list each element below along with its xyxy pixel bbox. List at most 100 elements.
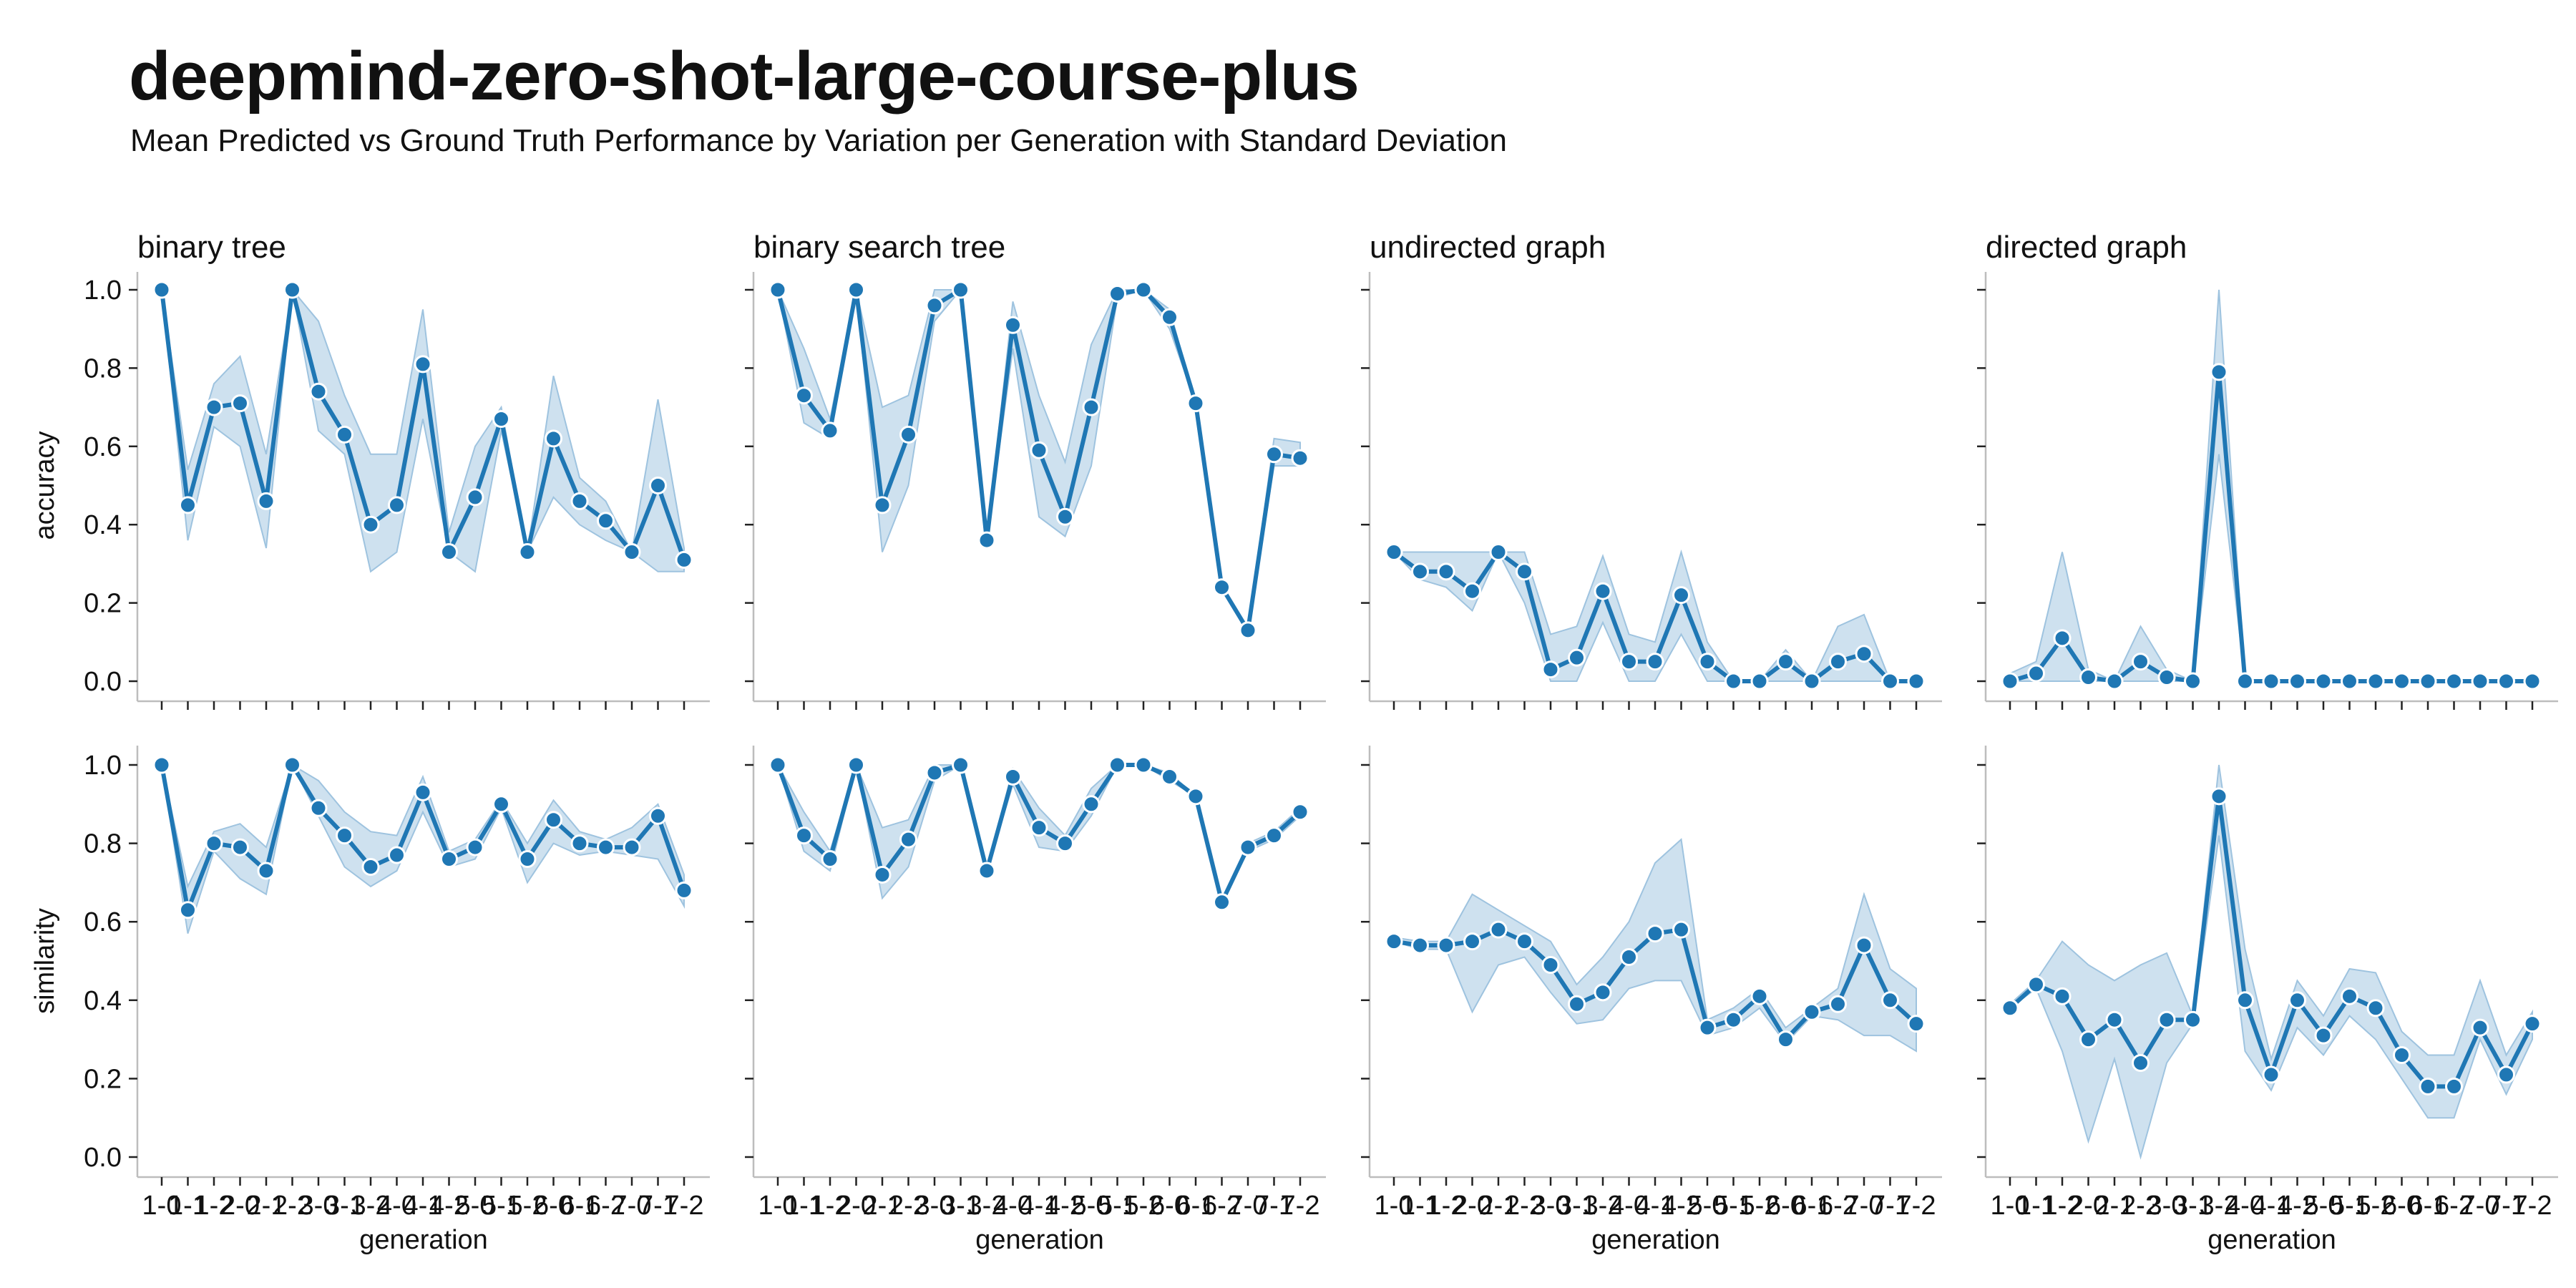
data-point <box>2288 991 2306 1010</box>
x-tick-label: 1-2 <box>195 1191 234 1221</box>
data-point <box>1213 578 1231 597</box>
y-axis-label: accuracy <box>30 431 60 540</box>
x-tick-label: 5-2 <box>508 1191 547 1221</box>
y-axis-label: similarity <box>30 908 60 1014</box>
data-point <box>1672 920 1690 939</box>
x-tick-label: 3-1 <box>325 1191 364 1221</box>
x-tick-label: 2-1 <box>1479 1191 1518 1221</box>
x-tick-label: 3-1 <box>2173 1191 2212 1221</box>
x-axis-label: generation <box>359 1225 488 1255</box>
data-point <box>1186 394 1205 413</box>
x-tick-label: 3-0 <box>1531 1191 1571 1221</box>
data-point <box>873 865 892 884</box>
x-tick-label: 4-1 <box>1636 1191 1675 1221</box>
data-point <box>2393 1046 2411 1065</box>
data-point <box>1056 507 1074 526</box>
x-tick-label: 4-2 <box>2278 1191 2317 1221</box>
x-tick-label: 5-1 <box>2330 1191 2369 1221</box>
x-tick-label: 5-2 <box>1740 1191 1780 1221</box>
x-tick-label: 6-2 <box>1818 1191 1858 1221</box>
x-tick-label: 6-0 <box>1150 1191 1189 1221</box>
data-point <box>649 806 667 825</box>
x-tick-label: 5-0 <box>1688 1191 1727 1221</box>
x-tick-label: 7-0 <box>2461 1191 2500 1221</box>
data-point <box>2341 672 2358 691</box>
y-tick-label: 0.4 <box>84 510 122 540</box>
data-point <box>2497 1065 2515 1084</box>
data-point <box>545 811 562 829</box>
data-point <box>1108 756 1126 774</box>
y-tick-label: 0.6 <box>84 432 122 462</box>
data-point <box>231 394 249 413</box>
data-point <box>1672 586 1690 605</box>
x-tick-label: 1-1 <box>784 1191 824 1221</box>
data-point <box>205 834 223 853</box>
data-point <box>2262 672 2280 691</box>
data-point <box>899 830 917 849</box>
x-tick-label: 3-1 <box>941 1191 980 1221</box>
data-point <box>1750 987 1769 1005</box>
data-point <box>414 355 432 374</box>
data-point <box>466 838 484 857</box>
data-point <box>1907 672 1926 691</box>
data-point <box>1855 936 1873 955</box>
data-point <box>2132 1053 2150 1072</box>
data-point <box>2184 1010 2202 1029</box>
x-tick-label: 1-2 <box>811 1191 850 1221</box>
data-point <box>1082 795 1101 814</box>
data-point <box>1134 280 1153 299</box>
data-point <box>2157 1010 2176 1029</box>
x-tick-label: 6-1 <box>2409 1191 2448 1221</box>
data-point <box>2027 664 2045 683</box>
data-point <box>795 826 813 845</box>
x-axis-label: generation <box>2207 1225 2336 1255</box>
data-point <box>1411 562 1429 581</box>
data-point <box>2001 672 2019 691</box>
data-point <box>152 280 171 299</box>
data-point <box>977 531 996 550</box>
x-tick-label: 1-2 <box>2043 1191 2082 1221</box>
x-tick-label: 7-2 <box>2513 1191 2552 1221</box>
figure-subtitle: Mean Predicted vs Ground Truth Performan… <box>130 123 1507 158</box>
data-point <box>2366 999 2385 1018</box>
x-tick-label: 1-1 <box>1400 1191 1440 1221</box>
x-tick-label: 7-0 <box>1229 1191 1268 1221</box>
data-point <box>309 799 328 817</box>
x-tick-label: 1-2 <box>1427 1191 1466 1221</box>
data-point <box>2523 1015 2542 1033</box>
data-point <box>1004 767 1022 786</box>
x-tick-label: 4-0 <box>1609 1191 1649 1221</box>
data-point <box>2471 1018 2489 1037</box>
data-point <box>1802 1002 1821 1021</box>
x-tick-label: 1-0 <box>1991 1191 2030 1221</box>
y-tick-label: 0.2 <box>84 1064 122 1094</box>
x-tick-label: 2-1 <box>247 1191 286 1221</box>
x-tick-label: 7-1 <box>2487 1191 2526 1221</box>
x-tick-label: 6-2 <box>586 1191 625 1221</box>
data-point <box>2001 999 2019 1018</box>
x-tick-label: 3-2 <box>1584 1191 1623 1221</box>
data-point <box>2236 672 2254 691</box>
data-point <box>1239 621 1257 640</box>
data-point <box>388 846 406 864</box>
data-point <box>1265 826 1283 845</box>
x-tick-label: 5-0 <box>2304 1191 2343 1221</box>
x-tick-label: 2-2 <box>2121 1191 2160 1221</box>
data-point <box>1463 932 1481 951</box>
data-point <box>1802 672 1821 691</box>
data-point <box>821 421 839 440</box>
data-point <box>2523 672 2542 691</box>
data-point <box>414 783 432 801</box>
data-point <box>1030 819 1048 837</box>
x-tick-label: 2-2 <box>273 1191 312 1221</box>
data-point <box>2105 1010 2124 1029</box>
data-point <box>179 901 197 919</box>
x-tick-label: 5-0 <box>1072 1191 1111 1221</box>
data-point <box>1213 893 1231 912</box>
data-point <box>1541 955 1560 974</box>
x-tick-label: 3-2 <box>2200 1191 2239 1221</box>
data-point <box>2366 672 2385 691</box>
data-point <box>847 756 865 774</box>
data-point <box>1907 1015 1926 1033</box>
data-point <box>873 496 892 514</box>
